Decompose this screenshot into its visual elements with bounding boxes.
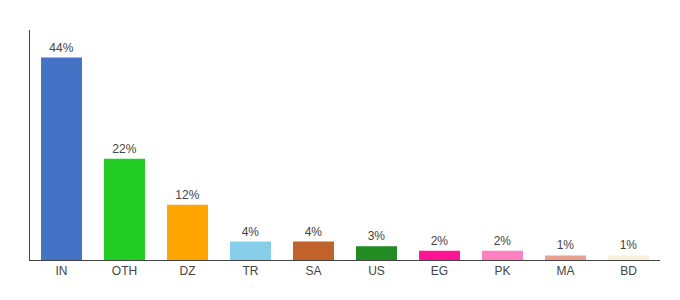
svg-text:1%: 1%: [620, 238, 638, 252]
svg-text:4%: 4%: [242, 225, 260, 239]
svg-text:BD: BD: [620, 264, 637, 278]
svg-text:4%: 4%: [305, 225, 323, 239]
svg-text:1%: 1%: [557, 238, 575, 252]
svg-text:2%: 2%: [494, 234, 512, 248]
svg-text:12%: 12%: [175, 188, 199, 202]
svg-text:EG: EG: [431, 264, 448, 278]
svg-text:SA: SA: [305, 264, 321, 278]
svg-text:IN: IN: [56, 264, 68, 278]
svg-text:OTH: OTH: [112, 264, 137, 278]
svg-text:22%: 22%: [112, 142, 136, 156]
svg-text:2%: 2%: [431, 234, 449, 248]
svg-text:44%: 44%: [49, 41, 73, 55]
svg-text:MA: MA: [557, 264, 575, 278]
svg-text:3%: 3%: [368, 229, 386, 243]
svg-text:US: US: [368, 264, 385, 278]
svg-text:DZ: DZ: [180, 264, 196, 278]
svg-text:TR: TR: [243, 264, 259, 278]
svg-text:PK: PK: [494, 264, 510, 278]
